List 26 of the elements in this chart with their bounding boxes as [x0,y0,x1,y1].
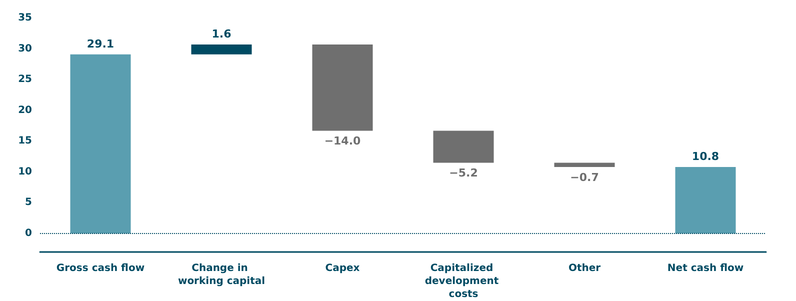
bar [312,44,373,131]
bar [191,44,252,54]
bar [70,54,131,234]
y-tick-label: 5 [25,197,32,208]
data-label: −5.2 [449,166,478,180]
x-tick-label: Capex [325,263,360,274]
x-tick-label: Change in working capital [178,263,266,287]
bar [554,162,615,168]
y-tick-label: 30 [18,43,32,54]
bar [433,130,494,163]
y-tick-label: 20 [18,104,32,116]
y-tick-label: 10 [18,166,32,178]
x-tick-label: Capitalized development costs [424,263,502,300]
y-tick-label: 0 [25,228,32,240]
data-label: −0.7 [570,171,599,184]
y-tick-label: 35 [18,12,32,24]
x-tick-label: Net cash flow [667,263,744,274]
data-label: 10.8 [692,150,720,164]
data-label: 1.6 [212,27,232,40]
data-label: 29.1 [86,37,114,50]
x-tick-label: Other [568,263,601,274]
y-tick-label: 25 [18,74,32,86]
y-tick-label: 15 [18,136,32,147]
bar [675,167,736,234]
data-label: −14.0 [324,134,362,148]
x-tick-label: Gross cash flow [56,263,145,274]
